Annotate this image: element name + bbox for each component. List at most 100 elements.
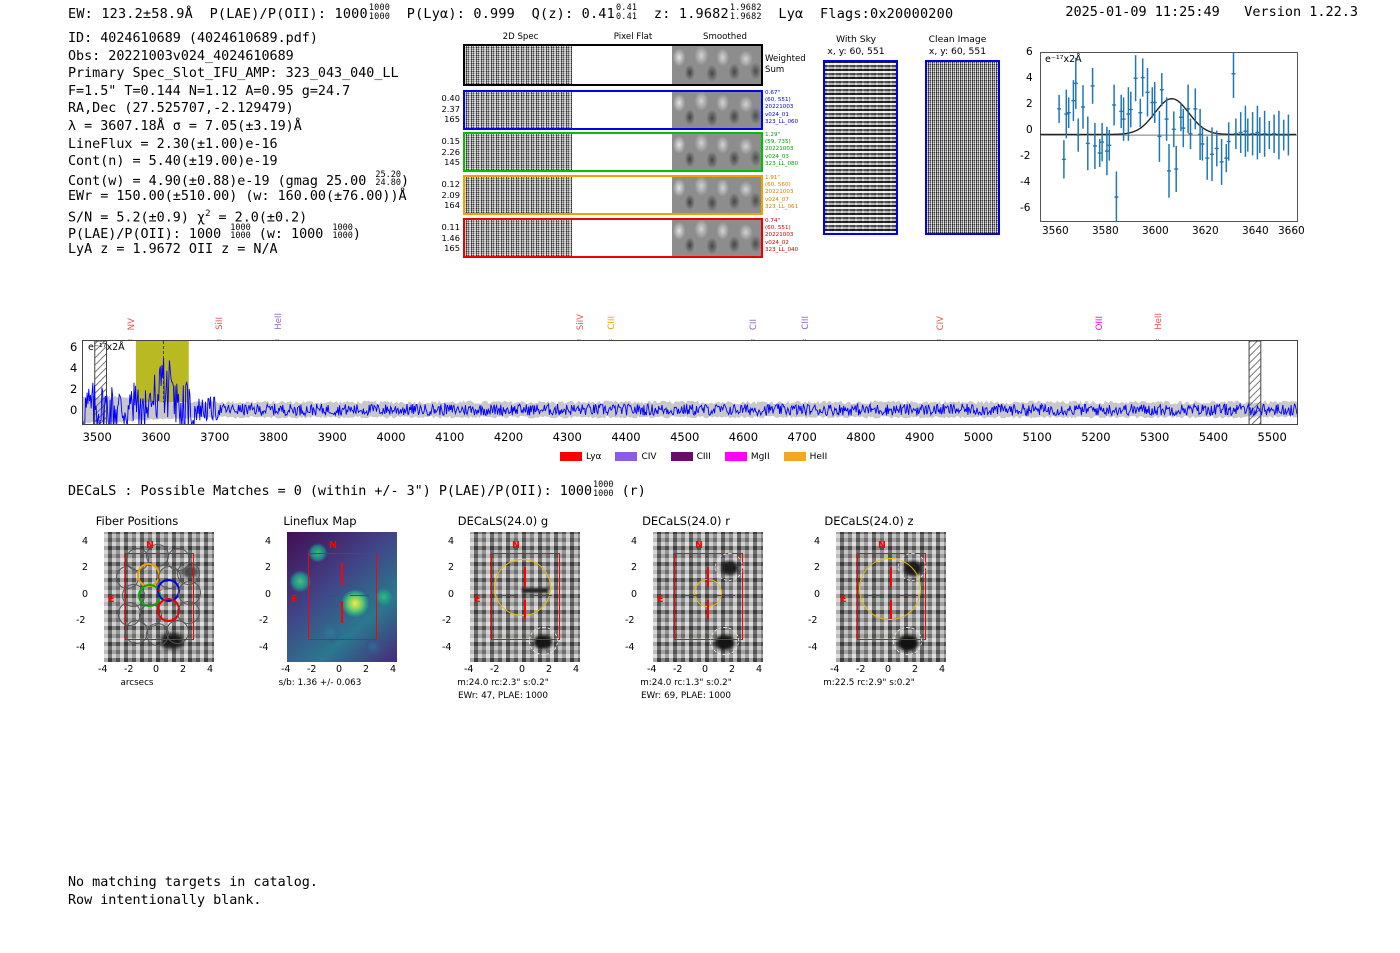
emission-line-label-siiv: SiIV <box>575 313 586 330</box>
plae-bounds: 1000 1000 <box>368 3 391 22</box>
crosshair-h-right <box>533 595 553 597</box>
crosshair-v-top <box>707 567 709 587</box>
panel-title: DECaLS(24.0) g <box>457 514 549 528</box>
crosshair-v-bot <box>890 599 892 620</box>
panel-decals-r[interactable]: DECaLS(24.0) r N E 4 2 0 -2 -4 -4 -2 0 2… <box>591 514 781 701</box>
fiber-positions-image[interactable]: + <box>104 532 214 662</box>
plya-value: 0.999 <box>473 6 516 23</box>
qz-bounds: 0.41 0.41 <box>615 3 638 22</box>
decals-g-image[interactable] <box>470 532 580 662</box>
emission-line-tick: ⌄ <box>935 334 943 343</box>
crosshair-h-left <box>497 595 517 597</box>
legend-item-mgii: MgII <box>724 452 770 462</box>
xtick: 2 <box>363 664 370 675</box>
ifu-footprint-box <box>673 552 744 640</box>
legend-label: MgII <box>750 452 770 462</box>
legend-item-heii: HeII <box>783 452 827 462</box>
clean-image-cutout[interactable] <box>925 60 1000 235</box>
plae-value: 1000 <box>334 6 368 23</box>
north-label: N <box>512 540 520 551</box>
ytick: 4 <box>631 536 638 547</box>
info-plae: P(LAE)/P(OII): 1000 1000 1000 (w: 1000 10… <box>68 222 361 242</box>
legend-item-lyα: Lyα <box>560 452 601 462</box>
decals-summary-line: DECaLS : Possible Matches = 0 (within +/… <box>68 481 646 499</box>
version: Version 1.22.3 <box>1244 4 1358 20</box>
ytick: -2 <box>808 615 818 626</box>
north-label: N <box>329 540 337 551</box>
spec2d-row-2-strip <box>463 175 763 215</box>
info-ewr: EWr = 150.00(±510.00) (w: 160.00(±76.00)… <box>68 189 407 205</box>
panel-fiber-positions[interactable]: Fiber Positions + N E 4 2 0 -2 -4 -4 -2 … <box>42 514 232 688</box>
emission-line-tick: ⌄ <box>126 334 134 343</box>
panel-decals-z[interactable]: DECaLS(24.0) z N E 4 2 0 -2 -4 -4 -2 0 2… <box>774 514 964 688</box>
spectrum-xtick: 5200 <box>1081 430 1111 444</box>
fit-plot-unit-label: e⁻¹⁷x2Å <box>1045 54 1082 65</box>
spec2d-panel-group: 2D Spec Pixel Flat Smoothed Weighted Sum… <box>420 32 810 258</box>
north-label: N <box>695 540 703 551</box>
legend-swatch <box>615 452 638 461</box>
ifu-footprint-box <box>307 552 378 640</box>
panel-decals-g[interactable]: DECaLS(24.0) g N E 4 2 0 -2 -4 -4 -2 0 2… <box>408 514 598 701</box>
spec2d-row-2-right-values: 1.91" (60, 560) 20221003 v024_07 323_LL_061 <box>765 175 799 210</box>
fit-ytick-6: 6 <box>1026 46 1033 58</box>
fit-xtick-3580: 3580 <box>1092 225 1119 237</box>
crosshair-h-right <box>899 595 919 597</box>
decals-r-image[interactable] <box>653 532 763 662</box>
xtick: -4 <box>98 664 108 675</box>
panel-caption-2: EWr: 69, PLAE: 1000 <box>640 691 731 701</box>
spectrum-plot[interactable] <box>82 340 1298 425</box>
decals-summary-text: DECaLS : Possible Matches = 0 (within +/… <box>68 484 593 500</box>
xtick: 0 <box>702 664 709 675</box>
ytick: -4 <box>808 642 818 653</box>
panel-lineflux-map[interactable]: Lineflux Map N E 4 2 0 -2 -4 -4 -2 0 2 4… <box>225 514 415 688</box>
panel-xlabel: arcsecs <box>120 678 154 688</box>
plae-label: P(LAE)/P(OII): <box>209 6 327 23</box>
line-fit-plot[interactable]: e⁻¹⁷x2Å 6 4 2 0 -2 -4 -6 3560 3580 3600 … <box>1020 46 1305 237</box>
with-sky-cutout[interactable] <box>823 60 898 235</box>
ew-label: EW: <box>68 6 93 23</box>
fit-xtick-3640: 3640 <box>1242 225 1269 237</box>
xtick: -4 <box>464 664 474 675</box>
info-lambda-sigma: λ = 3607.18Å σ = 7.05(±3.19)Å <box>68 118 302 134</box>
xtick: 0 <box>336 664 343 675</box>
panel-caption-1: m:24.0 rc:1.3" s:0.2" <box>640 678 732 688</box>
spec2d-row-3-strip <box>463 218 763 258</box>
info-id: ID: 4024610689 (4024610689.pdf) <box>68 31 318 46</box>
emission-line-label-nv: NV <box>126 317 137 330</box>
xtick: 4 <box>390 664 397 675</box>
crosshair-h-left <box>314 595 335 597</box>
info-cont-w: Cont(w) = 4.90(±0.88)e-19 (gmag 25.00 25… <box>68 169 410 189</box>
ytick: -4 <box>442 642 452 653</box>
ytick: 2 <box>265 562 272 573</box>
ytick: 0 <box>448 589 455 600</box>
crosshair-v-top <box>524 567 526 587</box>
spectrum-xtick: 4600 <box>728 430 759 444</box>
ytick: -4 <box>76 642 86 653</box>
xtick: -4 <box>830 664 840 675</box>
spectrum-xtick: 3500 <box>82 430 112 444</box>
ytick: 4 <box>265 536 272 547</box>
fit-ytick-2: 2 <box>1026 98 1033 110</box>
panel-caption-2: EWr: 47, PLAE: 1000 <box>457 691 548 701</box>
xtick: 4 <box>756 664 763 675</box>
spectrum-xtick: 4300 <box>552 430 582 444</box>
decals-z-image[interactable] <box>836 532 946 662</box>
ytick: 0 <box>82 589 89 600</box>
footer-notes: No matching targets in catalog. Row inte… <box>68 874 318 909</box>
info-plae-w-bounds: 1000 1000 <box>332 222 353 242</box>
footer-line-2: Row intentionally blank. <box>68 892 262 908</box>
neighbor-circle <box>710 626 739 656</box>
clean-image-label: Clean Image x, y: 60, 551 <box>928 34 987 57</box>
xtick: -2 <box>307 664 317 675</box>
crosshair-h-left <box>863 595 883 597</box>
legend-label: CIII <box>696 452 711 462</box>
emission-line-tick: ⌄ <box>1154 334 1161 343</box>
header-timestamp-version: 2025-01-09 11:25:49 Version 1.22.3 <box>1065 4 1358 20</box>
neighbor-circle <box>893 626 922 656</box>
xtick: -2 <box>856 664 866 675</box>
neighbor-circle <box>529 626 558 656</box>
spectrum-xtick: 5300 <box>1140 430 1170 444</box>
z-bounds: 1.9682 1.9682 <box>729 3 762 22</box>
lineflux-map-image[interactable] <box>287 532 397 662</box>
panel-title: Lineflux Map <box>283 514 357 528</box>
